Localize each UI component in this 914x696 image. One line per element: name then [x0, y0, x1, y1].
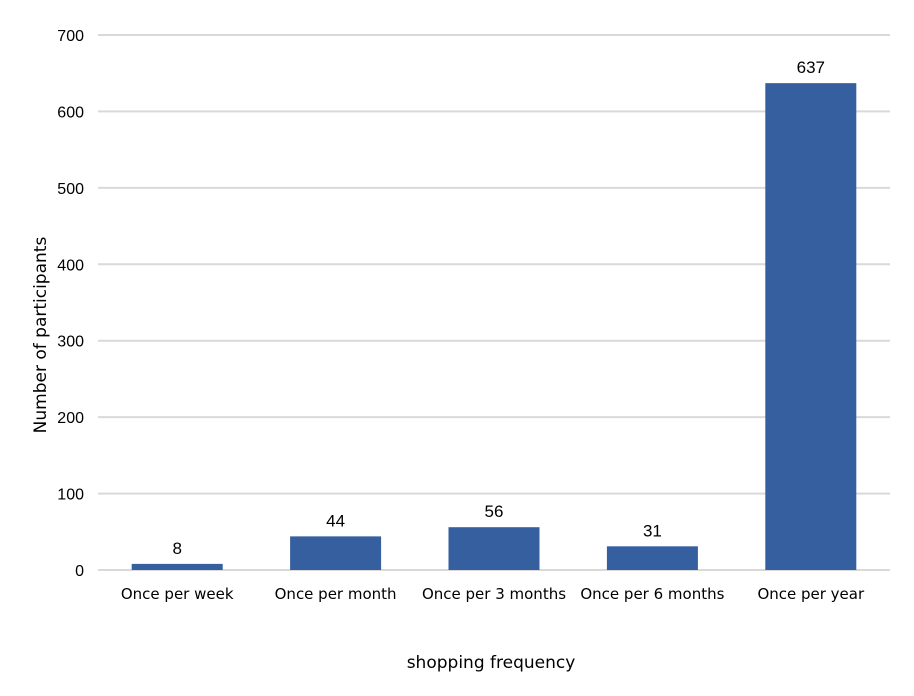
bar	[448, 527, 540, 570]
y-axis-title: Number of participants	[31, 237, 51, 434]
bar	[290, 536, 382, 570]
bars	[131, 83, 857, 571]
bar	[765, 83, 857, 571]
x-tick-label: Once per year	[757, 585, 865, 603]
x-tick-label: Once per 6 months	[580, 585, 724, 603]
data-label: 637	[797, 58, 825, 77]
x-tick-label: Once per month	[275, 585, 397, 603]
y-tick-label: 400	[57, 257, 84, 274]
gridlines	[98, 34, 890, 571]
y-tick-label: 100	[57, 487, 84, 504]
x-axis-ticks: Once per week Once per month Once per 3 mo…	[121, 585, 865, 603]
y-axis-ticks: 0 100 200 300 400 500 600 700	[57, 28, 84, 580]
y-tick-label: 700	[57, 28, 84, 45]
bar	[606, 546, 698, 570]
data-label: 8	[172, 539, 181, 558]
y-tick-label: 200	[57, 410, 84, 427]
data-labels: 8 44 56 31 637	[172, 58, 825, 558]
y-tick-label: 600	[57, 104, 84, 121]
data-label: 31	[643, 521, 662, 540]
y-tick-label: 0	[75, 563, 84, 580]
y-tick-label: 500	[57, 181, 84, 198]
y-tick-label: 300	[57, 334, 84, 351]
data-label: 56	[485, 502, 504, 521]
x-tick-label: Once per week	[121, 585, 234, 603]
x-tick-label: Once per 3 months	[422, 585, 566, 603]
bar	[131, 563, 223, 570]
x-axis-title: shopping frequency	[407, 653, 576, 673]
data-label: 44	[326, 511, 345, 530]
